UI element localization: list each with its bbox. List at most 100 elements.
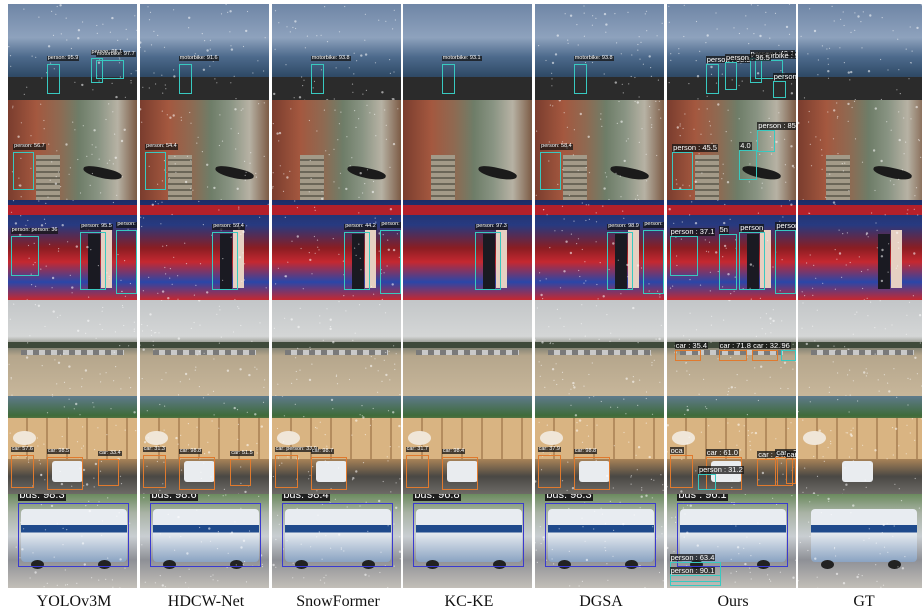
caption-snowformer: SnowFormer — [296, 593, 380, 610]
detection-label: person: 56.7 — [13, 143, 46, 150]
wheel-shape — [625, 559, 639, 570]
caption-kc-ke: KC-KE — [444, 593, 494, 610]
bus-shape — [547, 509, 654, 562]
wheel-shape — [757, 559, 771, 570]
car-row — [415, 349, 520, 355]
scene-image-gym — [140, 200, 269, 300]
detection-box — [10, 236, 39, 276]
detection-box — [145, 152, 166, 190]
wheel-shape — [362, 559, 376, 570]
result-cell-lot-kc-ke — [403, 300, 532, 396]
result-cell-canal-hdcw-net: person: 54.4 — [140, 100, 269, 200]
detection-box — [775, 456, 794, 487]
detection-box — [80, 232, 107, 290]
steps — [36, 155, 60, 200]
detection-label: person: 95.5 — [80, 223, 113, 230]
scene-image-lot — [272, 300, 401, 396]
result-cell-lot-snowformer — [272, 300, 401, 396]
detection-label: person: 54.4 — [145, 143, 178, 150]
gym-banner — [535, 205, 664, 215]
detection-box — [669, 236, 698, 276]
wheel-shape — [98, 559, 112, 570]
detection-box — [46, 456, 83, 491]
detection-box — [142, 454, 166, 489]
fighter-shape — [364, 230, 377, 288]
tree-line — [140, 342, 269, 348]
detection-label: car: 33.4 — [98, 449, 122, 457]
wheel-shape — [821, 559, 835, 570]
van-shape — [315, 460, 347, 483]
result-cell-canal-snowformer — [272, 100, 401, 200]
result-cell-lot-yolov3m — [8, 300, 137, 396]
detection-label: bus: 98.4 — [282, 494, 330, 502]
wheel-shape — [163, 559, 177, 570]
detection-label: motorbike: 93.1 — [441, 54, 482, 62]
van-shape — [446, 460, 478, 483]
detection-box — [752, 349, 778, 362]
result-cell-bus-gt — [798, 494, 922, 588]
steps — [695, 155, 719, 200]
detection-label: bus: 98.6 — [150, 494, 198, 502]
result-cell-gym-ours: person person : 72.4 person : 37.15n — [667, 200, 796, 300]
caption-ours: Ours — [717, 593, 749, 610]
result-cell-street-gt — [798, 396, 922, 494]
detection-box — [757, 130, 776, 152]
detection-label: car: 98.8 — [573, 447, 598, 455]
steps — [300, 155, 324, 200]
detection-box — [573, 456, 610, 491]
result-cell-street-snowformer: car: person: 33.9 car: 98.7 — [272, 396, 401, 494]
detection-box — [780, 349, 796, 362]
detection-label: car: 98.4 — [441, 447, 466, 455]
detection-box — [643, 230, 664, 294]
scene-image-canal — [8, 100, 137, 200]
detection-box — [344, 232, 371, 290]
result-cell-lot-dgsa — [535, 300, 664, 396]
detection-box — [405, 454, 429, 489]
tree-line — [798, 342, 922, 348]
scene-image-lot — [140, 300, 269, 396]
car-row — [547, 349, 652, 355]
detection-label: car: 37.9 — [537, 445, 561, 453]
detection-box — [573, 63, 587, 95]
result-cell-gym-gt — [798, 200, 922, 300]
detection-box — [282, 503, 394, 568]
sign-shape — [13, 431, 37, 445]
result-cell-street-ours: oca car : 61.0 car : 64.1 person : 31.2 car … — [667, 396, 796, 494]
pier — [140, 76, 269, 100]
detection-box — [178, 63, 192, 95]
detection-label: 5n — [718, 225, 729, 234]
van-shape — [183, 460, 215, 483]
scene-image-canal — [403, 100, 532, 200]
detection-box — [413, 503, 525, 568]
detection-label: 4.0 — [739, 141, 752, 150]
detection-label: car: 31.7 — [405, 445, 429, 453]
result-cell-sea-hdcw-net: motorbike: 91.6 — [140, 4, 269, 100]
detection-box — [772, 80, 786, 99]
gym-banner — [140, 205, 269, 215]
result-cell-canal-ours: person : 45.5 person : 85.5 4.0 — [667, 100, 796, 200]
detection-label: person — [739, 223, 765, 232]
caption-dgsa: DGSA — [579, 593, 623, 610]
detection-box — [90, 57, 104, 83]
van-shape — [578, 460, 610, 483]
detection-label: person : 72.4 — [775, 222, 796, 230]
detection-box — [697, 474, 716, 491]
detection-box — [718, 349, 747, 362]
detection-box — [775, 230, 796, 294]
detection-label: bus : 96.1 — [677, 494, 728, 502]
result-cell-bus-hdcw-net: bus: 98.6 — [140, 494, 269, 588]
detection-box — [18, 503, 130, 568]
detection-box — [540, 152, 561, 190]
detection-label: motorbike: 93.8 — [310, 54, 351, 62]
result-cell-gym-hdcw-net: person: 59.4 — [140, 200, 269, 300]
caption-hdcw-net: HDCW-Net — [167, 593, 245, 610]
detection-box — [537, 454, 561, 489]
detection-label: car: 57.6 — [10, 445, 34, 453]
detection-box — [669, 454, 693, 489]
scene-image-lot — [403, 300, 532, 396]
scene-image-gym — [272, 200, 401, 300]
sign-shape — [145, 431, 169, 445]
detection-label: person: 44.2 — [344, 223, 377, 230]
detection-box — [46, 63, 60, 95]
